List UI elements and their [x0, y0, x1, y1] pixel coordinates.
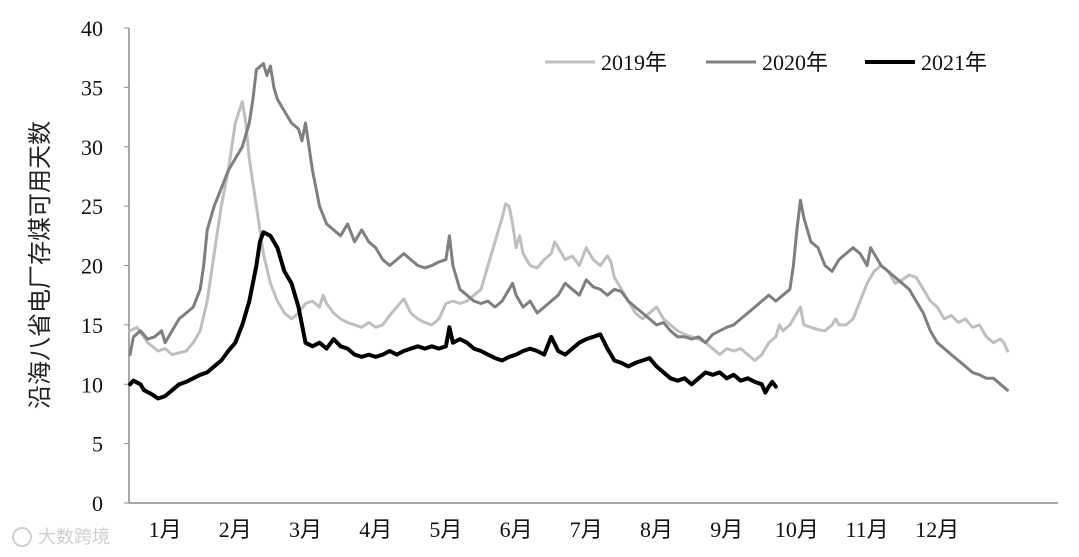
x-tick-label: 5月: [429, 517, 462, 542]
y-tick-label: 25: [81, 194, 103, 219]
x-tick-labels: 1月 2月 3月 4月 5月 6月 7月 8月 9月 10月 11月 12月: [149, 517, 960, 542]
series-line-2: [128, 230, 778, 401]
x-tick-label: 7月: [570, 517, 603, 542]
x-tick-label: 3月: [289, 517, 322, 542]
x-tick-label: 11月: [846, 517, 889, 542]
y-tick-label: 15: [81, 313, 103, 338]
x-tick-label: 2月: [219, 517, 252, 542]
x-tick-label: 4月: [359, 517, 392, 542]
x-tick-label: 8月: [640, 517, 673, 542]
series-line-0: [128, 100, 1009, 362]
legend-label-2: 2021年: [921, 50, 987, 75]
y-tick-label: 10: [81, 372, 103, 397]
y-tick-label: 5: [92, 432, 103, 457]
y-tick-label: 35: [81, 75, 103, 100]
watermark: 大数跨境: [12, 527, 110, 548]
x-tick-label: 12月: [915, 517, 959, 542]
y-tick-label: 30: [81, 135, 103, 160]
y-tick-label: 0: [92, 491, 103, 516]
y-axis-label: 沿海八省电厂存煤可用天数: [26, 121, 54, 409]
series-line-1: [128, 62, 1009, 392]
legend-label-0: 2019年: [601, 50, 667, 75]
y-tick-labels: 0 5 10 15 20 25 30 35 40: [81, 16, 129, 516]
x-tick-label: 9月: [710, 517, 743, 542]
watermark-text: 大数跨境: [38, 527, 110, 548]
y-tick-label: 20: [81, 254, 103, 279]
x-tick-label: 1月: [149, 517, 182, 542]
legend: 2019年 2020年 2021年: [545, 50, 987, 75]
x-tick-label: 6月: [500, 517, 533, 542]
legend-label-1: 2020年: [762, 50, 828, 75]
series-lines: [128, 62, 1009, 401]
y-tick-label: 40: [81, 16, 103, 41]
axes: [128, 28, 1058, 504]
x-tick-label: 10月: [775, 517, 819, 542]
watermark-logo-icon: [12, 527, 32, 547]
